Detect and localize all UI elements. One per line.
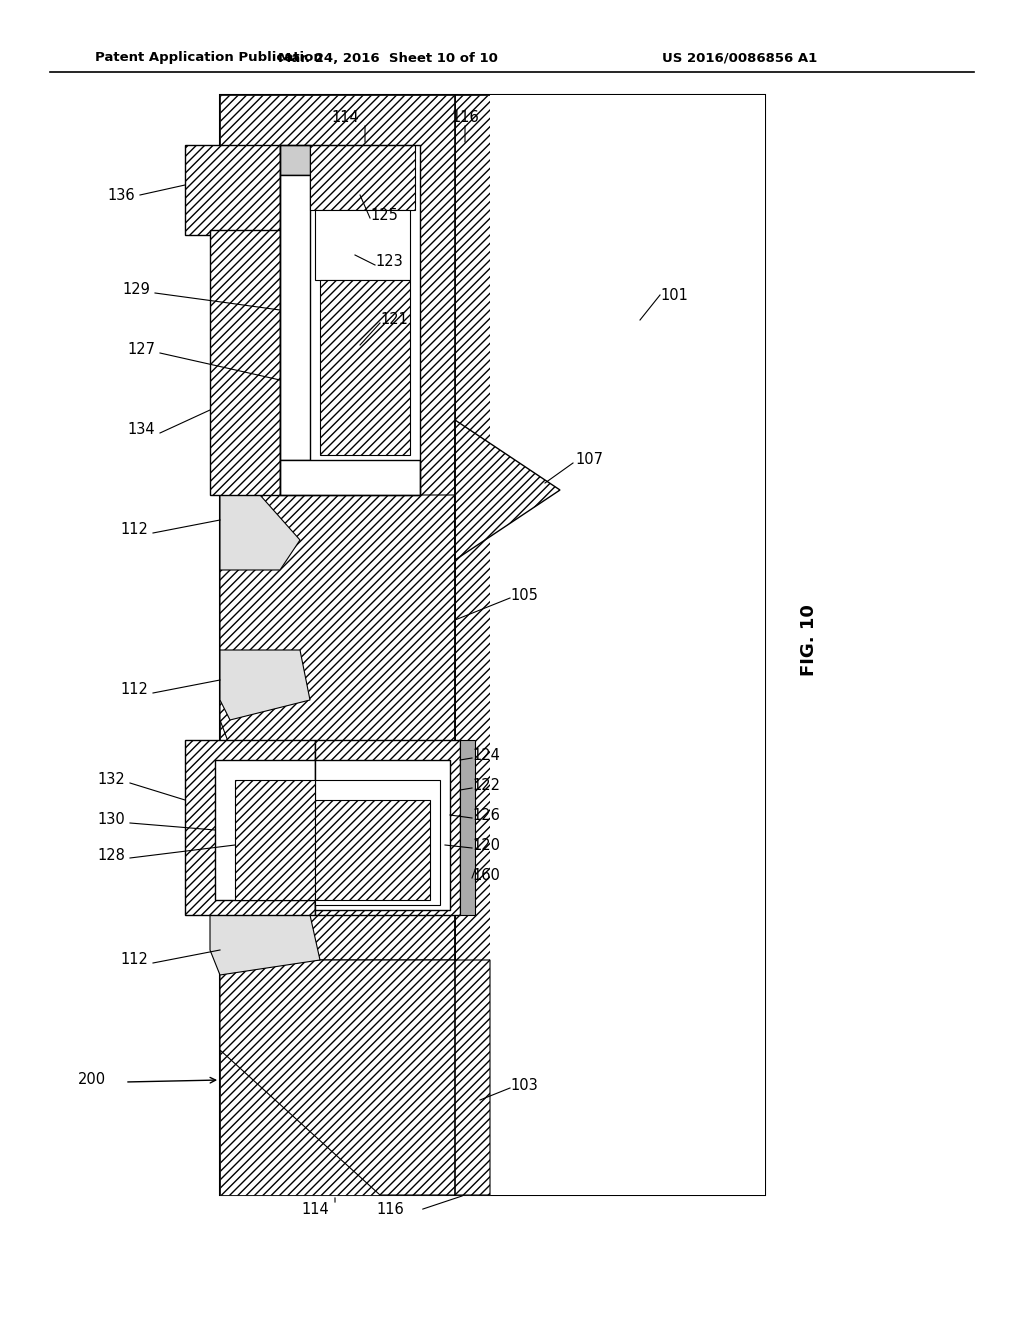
Text: 105: 105 — [510, 587, 538, 602]
Text: 136: 136 — [108, 187, 135, 202]
Bar — [310, 145, 415, 210]
Text: 130: 130 — [97, 813, 125, 828]
Text: 121: 121 — [380, 313, 408, 327]
Text: 132: 132 — [97, 772, 125, 788]
Bar — [220, 95, 455, 1195]
Bar — [280, 145, 420, 495]
Bar — [185, 145, 280, 235]
Text: 114: 114 — [331, 111, 358, 125]
Text: 134: 134 — [127, 422, 155, 437]
Text: 103: 103 — [510, 1077, 538, 1093]
Bar — [315, 210, 410, 280]
Bar — [280, 459, 420, 495]
Bar — [315, 780, 440, 906]
Polygon shape — [220, 495, 300, 570]
Polygon shape — [220, 960, 490, 1195]
Bar — [210, 230, 280, 495]
Text: 112: 112 — [120, 682, 148, 697]
Text: FIG. 10: FIG. 10 — [800, 605, 818, 676]
Polygon shape — [455, 420, 560, 560]
Bar — [280, 176, 310, 459]
Text: 114: 114 — [301, 1203, 329, 1217]
Text: 116: 116 — [452, 111, 479, 125]
Bar — [315, 800, 430, 900]
Text: 128: 128 — [97, 847, 125, 862]
Bar — [234, 780, 315, 900]
Bar — [455, 95, 490, 1195]
Text: 125: 125 — [370, 207, 398, 223]
Polygon shape — [210, 915, 319, 975]
Bar — [319, 280, 410, 455]
Text: 129: 129 — [122, 282, 150, 297]
Text: 112: 112 — [120, 953, 148, 968]
Polygon shape — [220, 495, 455, 960]
Text: Patent Application Publication: Patent Application Publication — [95, 51, 323, 65]
Text: 127: 127 — [127, 342, 155, 358]
Bar — [460, 741, 475, 915]
Text: 124: 124 — [472, 747, 500, 763]
Text: US 2016/0086856 A1: US 2016/0086856 A1 — [663, 51, 817, 65]
Text: 107: 107 — [575, 453, 603, 467]
Bar — [215, 760, 315, 900]
Text: 126: 126 — [472, 808, 500, 822]
Text: 112: 112 — [120, 523, 148, 537]
Bar — [315, 760, 450, 909]
Bar — [185, 741, 315, 915]
Text: Mar. 24, 2016  Sheet 10 of 10: Mar. 24, 2016 Sheet 10 of 10 — [279, 51, 498, 65]
Bar — [280, 145, 310, 176]
Bar — [315, 741, 460, 915]
Text: 123: 123 — [375, 255, 402, 269]
Text: 116: 116 — [376, 1203, 403, 1217]
Polygon shape — [220, 649, 310, 719]
Bar — [490, 95, 765, 1195]
Text: 120: 120 — [472, 837, 500, 853]
Bar — [220, 95, 765, 1195]
Text: 122: 122 — [472, 777, 500, 792]
Text: 160: 160 — [472, 867, 500, 883]
Text: 101: 101 — [660, 288, 688, 302]
Text: 200: 200 — [78, 1072, 106, 1088]
